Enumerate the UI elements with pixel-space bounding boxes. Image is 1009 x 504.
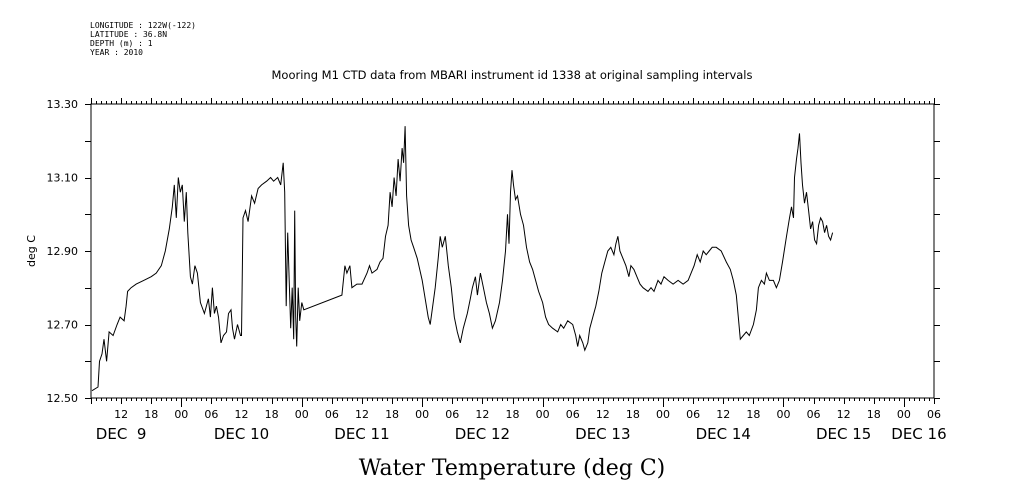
y-tick-label: 12.90: [47, 245, 79, 258]
x-hour-label: 12: [355, 408, 369, 421]
y-tick-label: 12.70: [47, 319, 79, 332]
x-axis-label: Water Temperature (deg C): [359, 456, 666, 481]
x-hour-label: 12: [475, 408, 489, 421]
x-hour-label: 18: [867, 408, 881, 421]
x-hour-label: 06: [807, 408, 821, 421]
series-group: [91, 126, 834, 392]
x-hour-label: 06: [325, 408, 339, 421]
x-hour-label: 12: [716, 408, 730, 421]
chart-title: Mooring M1 CTD data from MBARI instrumen…: [272, 68, 753, 82]
x-hour-label: 12: [114, 408, 128, 421]
x-hour-label: 12: [235, 408, 249, 421]
x-hour-label: 00: [536, 408, 550, 421]
x-hour-label: 18: [626, 408, 640, 421]
x-day-label: DEC 16: [891, 425, 946, 443]
x-hour-label: 00: [897, 408, 911, 421]
x-hour-label: 00: [174, 408, 188, 421]
x-hour-label: 06: [927, 408, 941, 421]
x-hour-label: 12: [837, 408, 851, 421]
meta-depth: DEPTH (m) : 1: [90, 39, 153, 48]
x-axis: 12 18 00 06 12 18 00 06 12 18 00 06 12 18 00 06 12 18 00 06…: [96, 408, 947, 443]
x-hour-label: 06: [566, 408, 580, 421]
x-day-label: DEC 12: [455, 425, 510, 443]
x-hour-label: 06: [204, 408, 218, 421]
meta-longitude: LONGITUDE : 122W(-122): [90, 21, 196, 30]
x-hour-label: 00: [776, 408, 790, 421]
y-tick-label: 12.50: [47, 392, 79, 405]
x-hour-label: 00: [415, 408, 429, 421]
x-day-label: DEC 15: [816, 425, 871, 443]
x-day-label: DEC 11: [334, 425, 389, 443]
x-hour-label: 00: [656, 408, 670, 421]
y-axis-label: deg C: [25, 235, 38, 267]
x-day-label: DEC 9: [96, 425, 147, 443]
x-hour-label: 06: [445, 408, 459, 421]
meta-year: YEAR : 2010: [90, 48, 143, 57]
plot-frame: [90, 98, 935, 407]
x-day-label: DEC 10: [214, 425, 269, 443]
x-day-label: DEC 14: [696, 425, 751, 443]
x-hour-label: 06: [686, 408, 700, 421]
series-line-water-temperature: [91, 126, 834, 392]
x-hour-label: 18: [265, 408, 279, 421]
x-hour-label: 12: [596, 408, 610, 421]
metadata-block: LONGITUDE : 122W(-122) LATITUDE : 36.8N …: [90, 21, 196, 57]
y-tick-label: 13.30: [47, 98, 79, 111]
x-day-label: DEC 13: [575, 425, 630, 443]
y-axis: 12.50 12.70 12.90 13.10 13.30: [47, 98, 940, 405]
x-hour-label: 18: [385, 408, 399, 421]
x-hour-label: 18: [746, 408, 760, 421]
meta-latitude: LATITUDE : 36.8N: [90, 30, 168, 39]
x-hour-label: 00: [295, 408, 309, 421]
x-hour-label: 18: [506, 408, 520, 421]
y-tick-label: 13.10: [47, 172, 79, 185]
plot-border: [90, 103, 935, 399]
x-hour-label: 18: [144, 408, 158, 421]
